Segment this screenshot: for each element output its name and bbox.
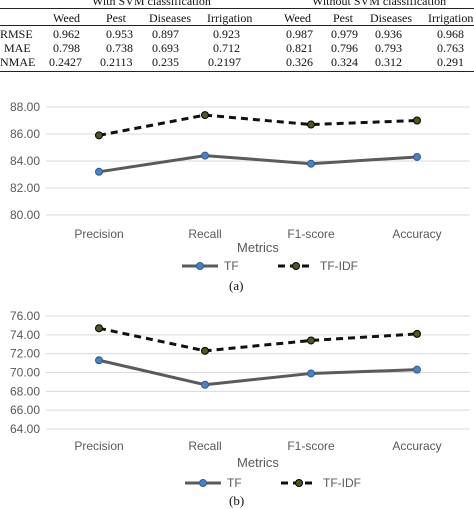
results-table: With SVM classification Without SVM clas… [0, 0, 474, 72]
y-tick-label: 82.00 [10, 181, 40, 195]
x-tick-label: Recall [188, 439, 221, 453]
x-tick-label: Precision [74, 439, 123, 453]
data-point [307, 369, 315, 378]
legend-marker [196, 262, 204, 270]
table-cell: 0.2197 [208, 55, 241, 69]
table-cell: 0.796 [331, 41, 358, 55]
y-tick-label: 88.00 [10, 100, 40, 114]
x-tick-label: Precision [74, 227, 123, 241]
data-point [201, 111, 209, 120]
table-cell: 0.979 [331, 27, 358, 41]
legend-marker [199, 479, 207, 487]
x-tick-label: Accuracy [392, 439, 441, 453]
line-chart-a: 80.00 82.00 84.00 86.00 88.00 Precision Recall… [10, 100, 470, 273]
table-cell: 0.712 [213, 41, 240, 55]
legend-marker [292, 262, 300, 270]
table-cell: 0.763 [437, 41, 464, 55]
y-tick-label: 76.00 [10, 309, 40, 323]
data-point [413, 365, 421, 374]
y-tick-label: 64.00 [10, 422, 40, 436]
data-point [95, 167, 103, 176]
row-label: MAE [4, 41, 31, 55]
series-line [98, 358, 418, 387]
data-point [201, 151, 209, 160]
table-cell: 0.962 [53, 27, 80, 41]
table-cell: 0.953 [106, 27, 133, 41]
y-tick-label: 66.00 [10, 403, 40, 417]
y-tick-label: 72.00 [10, 347, 40, 361]
table-cell: 0.2113 [100, 55, 133, 69]
table-cell: 0.312 [375, 55, 402, 69]
x-tick-label: F1-score [287, 227, 335, 241]
group-header-with-svm: With SVM classification [92, 0, 211, 8]
table-cell: 0.2427 [49, 55, 82, 69]
chart-caption-b: (b) [229, 493, 245, 508]
y-tick-label: 86.00 [10, 127, 40, 141]
col-header: Irrigation [428, 11, 474, 25]
group-header-without-svm: Without SVM classification [312, 0, 447, 8]
table-cell: 0.326 [286, 55, 313, 69]
data-point [413, 116, 421, 125]
legend-marker [295, 479, 303, 487]
y-tick-label: 68.00 [10, 384, 40, 398]
x-axis-title: Metrics [237, 455, 279, 470]
table-header-rule [0, 25, 474, 26]
x-axis-title: Metrics [237, 240, 279, 255]
col-header: Pest [106, 11, 127, 25]
data-point [413, 329, 421, 338]
data-point [201, 346, 209, 355]
series-line [98, 154, 418, 174]
x-tick-label: F1-score [287, 439, 335, 453]
data-point [307, 336, 315, 345]
table-cell: 0.235 [152, 55, 179, 69]
row-label: RMSE [0, 27, 33, 41]
table-cell: 0.793 [375, 41, 402, 55]
table-cell: 0.923 [213, 27, 240, 41]
y-tick-label: 70.00 [10, 366, 40, 380]
data-point [95, 131, 103, 140]
series-line [98, 113, 418, 137]
data-point [307, 120, 315, 129]
series-line [98, 326, 418, 353]
table-top-rule [0, 8, 474, 9]
table-cell: 0.821 [286, 41, 313, 55]
data-point [95, 356, 103, 365]
col-header: Weed [53, 11, 81, 25]
data-point [307, 159, 315, 168]
table-cell: 0.968 [437, 27, 464, 41]
data-point [95, 324, 103, 333]
table-cell: 0.291 [437, 55, 464, 69]
data-point [201, 380, 209, 389]
table-cell: 0.897 [152, 27, 179, 41]
x-tick-label: Recall [188, 227, 221, 241]
legend-label: TF [227, 476, 242, 490]
y-tick-label: 74.00 [10, 328, 40, 342]
y-tick-label: 80.00 [10, 208, 40, 222]
col-header: Diseases [370, 11, 412, 25]
table-cell: 0.987 [286, 27, 313, 41]
legend-label: TF-IDF [323, 476, 361, 490]
col-header: Weed [284, 11, 312, 25]
col-header: Diseases [149, 11, 191, 25]
col-header: Pest [333, 11, 354, 25]
chart-caption-a: (a) [229, 278, 244, 293]
table-cell: 0.936 [375, 27, 402, 41]
table-cell: 0.324 [331, 55, 358, 69]
legend-label: TF-IDF [320, 259, 358, 273]
x-tick-label: Accuracy [392, 227, 441, 241]
col-header: Irrigation [207, 11, 253, 25]
table-cell: 0.693 [152, 41, 179, 55]
data-point [413, 152, 421, 161]
table-cell: 0.738 [106, 41, 133, 55]
row-label: NMAE [0, 55, 36, 69]
table-cell: 0.798 [53, 41, 80, 55]
y-tick-label: 84.00 [10, 154, 40, 168]
legend-label: TF [224, 259, 239, 273]
line-chart-b: 64.00 66.00 68.00 70.00 72.00 74.00 76.00 Preci… [10, 309, 470, 490]
table-bottom-rule [0, 71, 474, 72]
